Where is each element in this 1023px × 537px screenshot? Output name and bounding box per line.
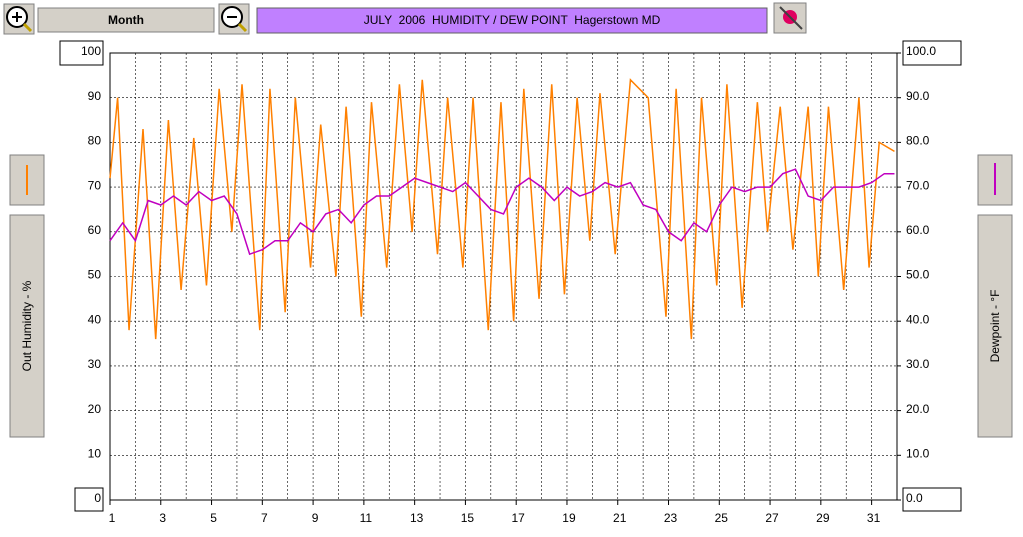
period-button[interactable] <box>37 7 215 33</box>
y-axis-label: Out Humidity - % <box>20 280 34 371</box>
y2-tick-label: 30.0 <box>906 357 930 371</box>
x-tick-label: 13 <box>410 511 424 525</box>
x-tick-label: 11 <box>360 511 373 525</box>
x-tick-label: 1 <box>109 511 116 525</box>
y2-tick-label: 100.0 <box>906 44 936 58</box>
y-tick-label: 60 <box>88 223 102 237</box>
humidity-axis-button[interactable] <box>9 214 45 438</box>
y-min-box <box>74 487 104 512</box>
x-tick-label: 7 <box>261 511 268 525</box>
y-tick-label: 30 <box>88 357 102 371</box>
y-tick-label: 90 <box>88 89 102 103</box>
dewpoint-axis-button[interactable] <box>977 214 1013 438</box>
print-button[interactable] <box>773 2 807 34</box>
zoom-out-button[interactable] <box>218 3 250 35</box>
x-tick-label: 5 <box>210 511 217 525</box>
y2-tick-label: 70.0 <box>906 178 930 192</box>
y-tick-label: 40 <box>88 312 102 326</box>
x-tick-label: 21 <box>613 511 627 525</box>
y2-tick-label: 90.0 <box>906 89 930 103</box>
y-tick-label: 70 <box>88 178 102 192</box>
x-tick-label: 9 <box>312 511 319 525</box>
zoom-in-button[interactable] <box>3 3 35 35</box>
y2-max-box <box>902 40 962 66</box>
x-tick-label: 25 <box>715 511 729 525</box>
x-tick-label: 27 <box>765 511 779 525</box>
x-tick-label: 29 <box>816 511 830 525</box>
y-tick-label: 0 <box>94 491 101 505</box>
y-tick-label: 50 <box>88 268 102 282</box>
y2-tick-label: 50.0 <box>906 268 930 282</box>
x-tick-label: 23 <box>664 511 678 525</box>
x-tick-label: 17 <box>512 511 526 525</box>
y2-tick-label: 10.0 <box>906 446 930 460</box>
y2-axis-label: Dewpoint - °F <box>988 290 1002 363</box>
x-tick-label: 3 <box>159 511 166 525</box>
y2-tick-label: 20.0 <box>906 402 930 416</box>
y2-tick-label: 40.0 <box>906 312 930 326</box>
series-line <box>109 78 895 340</box>
y-max-box <box>59 40 104 66</box>
period-label: Month <box>108 13 144 27</box>
series-line <box>109 168 895 256</box>
y-tick-label: 100 <box>81 44 101 58</box>
y-tick-label: 80 <box>88 134 102 148</box>
y2-tick-label: 0.0 <box>906 491 923 505</box>
x-tick-label: 15 <box>461 511 475 525</box>
y2-min-box <box>902 487 962 512</box>
y-tick-label: 20 <box>88 402 102 416</box>
title-box <box>256 7 768 34</box>
x-tick-label: 31 <box>867 511 881 525</box>
y-tick-label: 10 <box>88 446 102 460</box>
x-tick-label: 19 <box>562 511 576 525</box>
y2-tick-label: 60.0 <box>906 223 930 237</box>
chart-title: JULY 2006 HUMIDITY / DEW POINT Hagerstow… <box>364 13 661 27</box>
y2-tick-label: 80.0 <box>906 134 930 148</box>
